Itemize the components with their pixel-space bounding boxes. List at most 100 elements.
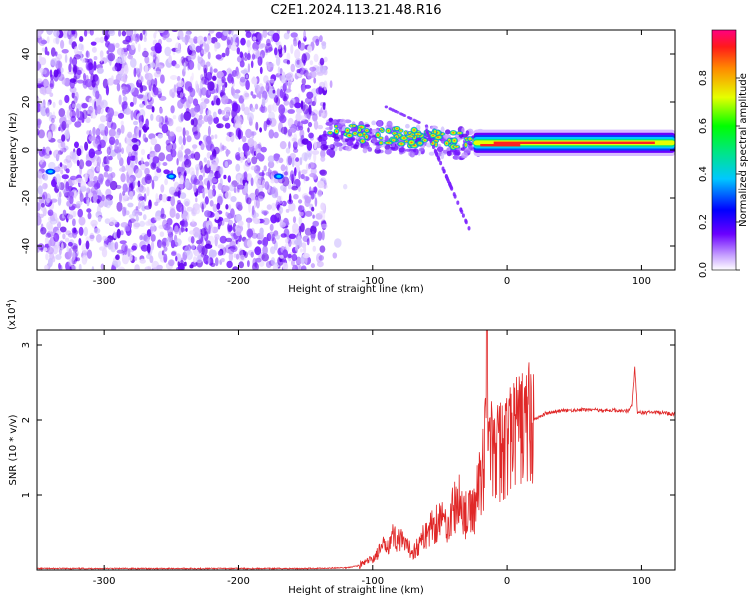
spectrogram-speckle — [73, 96, 78, 104]
spectrogram-speckle — [317, 231, 323, 241]
spectrogram-speckle — [168, 131, 176, 142]
spectrogram-speckle — [215, 97, 221, 106]
spectrogram-speckle — [291, 137, 297, 142]
spectrogram-speckle — [72, 245, 78, 253]
spectrogram-ridge-halo — [460, 147, 465, 151]
spectrogram-speckle — [291, 253, 298, 262]
spectrogram-speckle — [307, 101, 314, 106]
spectrogram-speckle — [301, 138, 309, 145]
spectrogram-speckle — [72, 30, 75, 36]
spectrogram-speckle — [217, 108, 222, 115]
spectrogram-speckle — [250, 91, 254, 96]
spectrogram-speckle — [200, 143, 205, 151]
spectrogram-speckle — [135, 215, 139, 222]
spectrogram-speckle — [95, 128, 101, 137]
spectrogram-speckle — [96, 165, 100, 172]
spectrogram-speckle — [219, 166, 224, 175]
spectrogram-branch — [394, 110, 398, 113]
spectrogram-speckle — [71, 91, 76, 99]
spectrogram-speckle — [94, 149, 103, 155]
spectrogram-speckle — [53, 69, 59, 78]
spectrogram-streak — [461, 213, 465, 218]
spectrogram-speckle — [47, 131, 52, 140]
spectrogram-y-tick-label: 0 — [21, 147, 32, 153]
spectrogram-speckle — [61, 120, 67, 131]
spectrogram-speckle — [299, 129, 305, 139]
spectrogram-speckle — [204, 210, 211, 218]
spectrogram-speckle — [282, 91, 287, 102]
spectrogram-speckle — [76, 108, 80, 119]
spectrogram-speckle — [214, 41, 218, 52]
spectrogram-speckle — [312, 113, 318, 122]
spectrogram-speckle — [182, 209, 188, 220]
spectrogram-streak — [433, 148, 437, 154]
spectrogram-speckle — [85, 236, 90, 243]
spectrogram-speckle — [55, 254, 62, 260]
spectrogram-speckle — [137, 193, 143, 202]
spectrogram-ridge-halo — [362, 148, 368, 154]
spectrogram-speckle — [141, 76, 144, 83]
spectrogram-speckle — [99, 115, 107, 123]
spectrogram-speckle — [118, 94, 122, 105]
spectrogram-speckle — [127, 177, 134, 184]
spectrogram-speckle — [151, 179, 155, 190]
spectrogram-speckle — [286, 52, 291, 61]
spectrogram-ridge-halo — [325, 121, 334, 126]
spectrogram-speckle — [254, 83, 259, 89]
spectrogram-speckle — [288, 202, 296, 212]
spectrogram-speckle — [86, 208, 92, 213]
spectrogram-speckle — [300, 222, 305, 233]
spectrogram-speckle — [304, 196, 312, 204]
spectrogram-speckle — [246, 197, 252, 205]
spectrogram-speckle — [46, 30, 54, 36]
spectrogram-speckle — [60, 141, 66, 148]
spectrogram-speckle — [203, 67, 207, 79]
spectrogram-speckle — [122, 96, 128, 102]
spectrogram-speckle — [158, 241, 162, 249]
spectrogram-speckle — [318, 255, 324, 261]
spectrogram-speckle — [223, 174, 227, 180]
spectrogram-speckle — [150, 234, 156, 242]
spectrogram-speckle — [252, 94, 257, 99]
spectrogram-speckle — [250, 60, 254, 69]
spectrogram-ridge-blob — [345, 132, 354, 139]
spectrogram-ridge-blob — [443, 140, 450, 147]
spectrogram-speckle — [276, 88, 281, 98]
spectrogram-speckle — [206, 180, 211, 191]
spectrogram-speckle — [197, 35, 204, 45]
spectrogram-speckle — [285, 73, 292, 81]
spectrogram-speckle — [76, 177, 84, 183]
spectrogram-ridge-halo — [428, 151, 435, 156]
spectrogram-ridge-halo — [338, 146, 343, 152]
spectrogram-speckle — [142, 30, 146, 35]
spectrogram-speckle — [216, 202, 221, 210]
spectrogram-speckle — [113, 231, 116, 239]
spectrogram-speckle — [261, 239, 266, 246]
spectrogram-speckle — [225, 211, 228, 217]
spectrogram-speckle — [259, 127, 262, 133]
spectrogram-speckle — [230, 45, 238, 51]
snr-y-multiplier-close: ) — [7, 299, 18, 303]
spectrogram-speckle — [68, 248, 72, 259]
spectrogram-speckle — [174, 225, 179, 235]
spectrogram-speckle — [245, 79, 250, 91]
spectrogram-speckle — [164, 46, 172, 57]
spectrogram-speckle — [149, 146, 153, 154]
spectrogram-speckle — [269, 187, 276, 195]
spectrogram-speckle — [139, 235, 144, 241]
spectrogram-speckle — [298, 186, 301, 192]
spectrogram-speckle — [203, 114, 210, 123]
spectrogram-speckle — [266, 204, 272, 210]
snr-y-multiplier-base: (x10 — [7, 307, 18, 330]
spectrogram-speckle — [146, 253, 152, 260]
spectrogram-speckle — [60, 169, 64, 175]
spectrogram-speckle — [301, 169, 308, 175]
colorbar-gradient — [712, 30, 736, 270]
spectrogram-speckle — [98, 123, 106, 132]
spectrogram-speckle — [307, 127, 310, 133]
spectrogram-ridge-blob — [344, 127, 351, 134]
spectrogram-speckle — [40, 203, 46, 208]
spectrogram-speckle — [245, 31, 252, 38]
spectrogram-speckle — [197, 185, 205, 194]
spectrogram-speckle — [285, 147, 291, 154]
